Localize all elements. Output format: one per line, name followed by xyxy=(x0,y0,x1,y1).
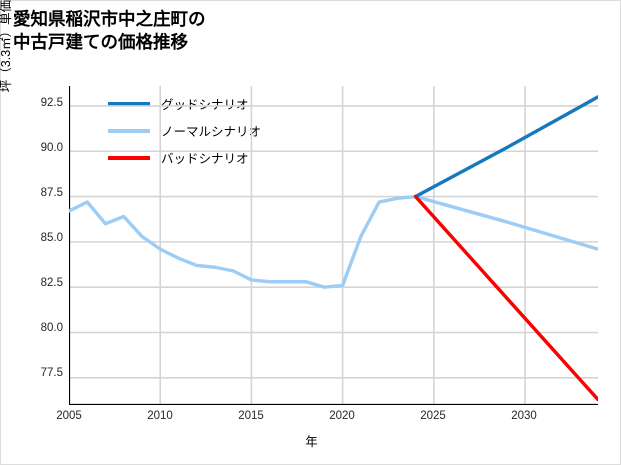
y-tick-label: 77.5 xyxy=(40,367,63,379)
plot-area xyxy=(69,86,598,405)
x-tick-label: 2015 xyxy=(238,410,264,422)
y-tick-label: 87.5 xyxy=(40,187,63,199)
legend-swatch-good xyxy=(108,102,150,106)
legend-swatch-normal xyxy=(108,129,150,133)
y-tick-label: 80.0 xyxy=(40,322,63,334)
series-line xyxy=(413,194,598,402)
chart-title: 愛知県稲沢市中之庄町の 中古戸建ての価格推移 xyxy=(13,9,206,52)
series-line xyxy=(413,95,598,199)
data-series xyxy=(69,95,598,402)
x-tick-label: 2025 xyxy=(420,410,446,422)
y-tick-label: 90.0 xyxy=(40,142,63,154)
legend-label-bad: バッドシナリオ xyxy=(161,152,249,166)
x-tick-label: 2005 xyxy=(56,410,82,422)
legend-swatch-bad xyxy=(108,156,150,160)
x-axis-label: 年 xyxy=(305,435,318,449)
grid-lines xyxy=(69,86,598,405)
axis-lines xyxy=(69,86,598,405)
legend-label-normal: ノーマルシナリオ xyxy=(161,125,262,139)
y-tick-label: 85.0 xyxy=(40,232,63,244)
series-line xyxy=(69,194,598,289)
x-tick-label: 2020 xyxy=(329,410,355,422)
y-tick-label: 82.5 xyxy=(40,277,63,289)
legend-label-good: グッドシナリオ xyxy=(161,98,249,112)
y-axis-label: 坪（3.3㎡）単価（万円） xyxy=(0,0,13,93)
x-tick-label: 2030 xyxy=(511,410,537,422)
x-tick-label: 2010 xyxy=(147,410,173,422)
chart-canvas xyxy=(69,86,598,405)
y-tick-label: 92.5 xyxy=(40,97,63,109)
